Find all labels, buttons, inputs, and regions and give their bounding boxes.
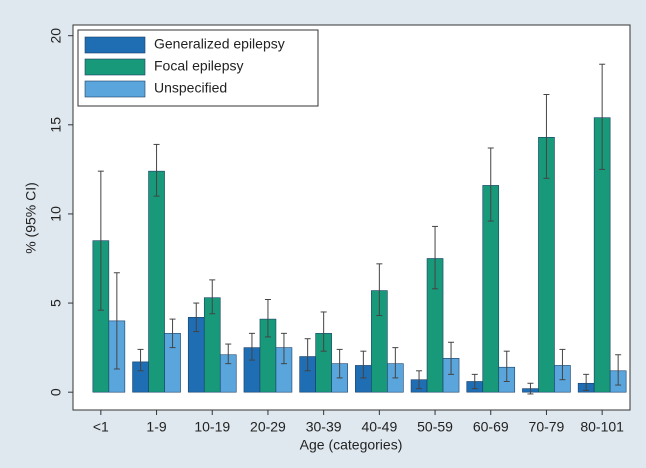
error-bar	[448, 341, 455, 375]
error-bar	[376, 263, 383, 317]
x-tick-label: 50-59	[417, 419, 453, 435]
x-tick-label: 10-19	[194, 419, 230, 435]
x-tick-label: 70-79	[529, 419, 565, 435]
legend-swatch	[84, 36, 146, 54]
legend-label: Focal epilepsy	[154, 58, 244, 74]
legend-label: Unspecified	[154, 80, 227, 96]
y-tick-label: 0	[48, 388, 64, 396]
x-axis-label: Age (categories)	[300, 437, 403, 453]
x-tick-label: 20-29	[250, 419, 286, 435]
error-bar	[360, 350, 367, 379]
x-tick-label: 60-69	[473, 419, 509, 435]
error-bar	[503, 350, 510, 382]
error-bar	[169, 318, 176, 349]
x-tick-label: 1-9	[146, 419, 166, 435]
x-tick-label: 30-39	[306, 419, 342, 435]
error-bar	[193, 302, 200, 333]
legend-label: Generalized epilepsy	[154, 36, 285, 52]
error-bar	[97, 170, 104, 311]
x-tick-label: 40-49	[361, 419, 397, 435]
y-axis-label: % (95% CI)	[23, 182, 39, 254]
error-bar	[320, 311, 327, 352]
error-bar	[559, 348, 566, 381]
error-bar	[336, 348, 343, 379]
error-bar	[280, 332, 287, 365]
error-bar	[583, 373, 590, 391]
y-tick-label: 5	[48, 299, 64, 307]
error-bar	[113, 272, 120, 370]
error-bar	[471, 373, 478, 390]
bar	[148, 170, 165, 393]
error-bar	[615, 354, 622, 386]
error-bar	[153, 143, 160, 197]
error-bar	[416, 370, 423, 390]
error-bar	[225, 343, 232, 365]
y-tick-label: 20	[48, 28, 64, 44]
legend-swatch	[84, 80, 146, 98]
x-tick-label: 80-101	[580, 419, 624, 435]
x-tick-label: <1	[93, 419, 109, 435]
error-bar	[543, 94, 550, 179]
error-bar	[392, 347, 399, 379]
error-bar	[527, 382, 534, 395]
error-bar	[599, 63, 606, 170]
error-bar	[137, 348, 144, 372]
error-bar	[248, 332, 255, 361]
y-tick-label: 10	[48, 206, 64, 222]
legend-swatch	[84, 58, 146, 76]
error-bar	[432, 225, 439, 290]
error-bar	[487, 147, 494, 222]
error-bar	[304, 338, 311, 372]
error-bar	[209, 279, 216, 315]
error-bar	[264, 298, 271, 338]
y-tick-label: 15	[48, 117, 64, 133]
